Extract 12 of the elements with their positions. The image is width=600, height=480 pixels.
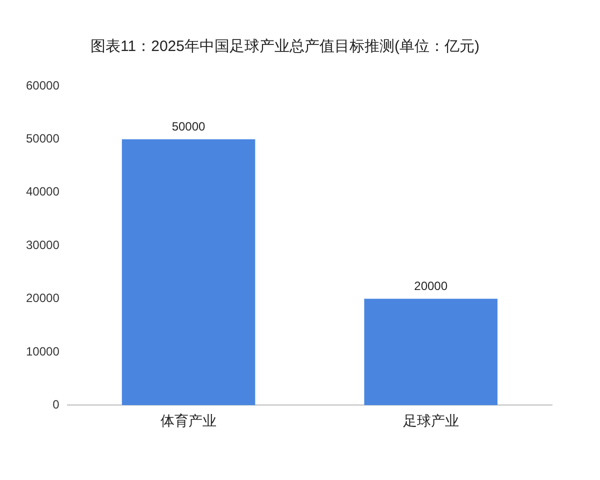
y-tick-label: 20000: [26, 291, 60, 306]
chart-title: 图表11：2025年中国足球产业总产值目标推测(单位：亿元): [90, 38, 480, 56]
data-label: 20000: [414, 279, 448, 294]
x-tick-label: 足球产业: [402, 412, 459, 428]
y-tick-label: 0: [52, 398, 60, 412]
x-tick-label: 体育产业: [160, 412, 217, 428]
y-tick-label: 60000: [26, 78, 60, 92]
y-tick-label: 30000: [26, 238, 60, 252]
data-label: 50000: [172, 120, 206, 134]
y-tick-label: 40000: [26, 184, 60, 199]
y-tick-label: 50000: [26, 132, 60, 146]
y-tick-label: 10000: [26, 344, 60, 358]
